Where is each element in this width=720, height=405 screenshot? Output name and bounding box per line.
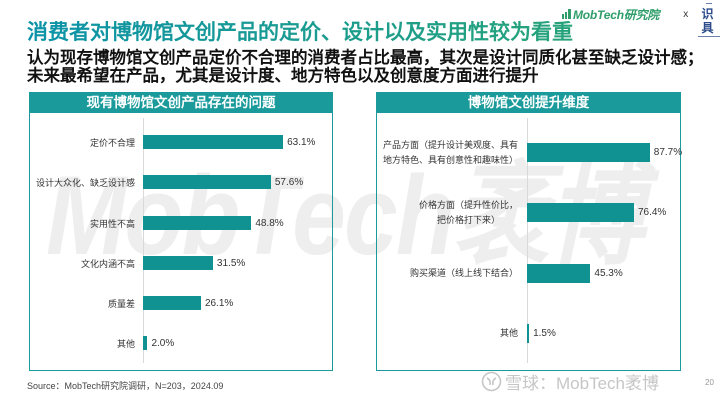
bar-row: 设计大众化、缺乏设计感 57.6%	[31, 175, 303, 189]
bar	[527, 203, 634, 222]
chart-axis-line	[527, 118, 528, 363]
bar-row: 定价不合理 63.1%	[31, 135, 315, 149]
bar	[527, 264, 591, 283]
panel-header: 现有博物馆文创产品存在的问题	[30, 93, 332, 113]
bar-label: 文化内涵不高	[80, 258, 135, 269]
bar-label-line: 价格方面（提升性价比，	[418, 199, 518, 210]
bar-label-line: 产品方面（提升设计美观度、具有	[382, 139, 518, 150]
bar-label: 其他	[116, 338, 135, 349]
bar-label: 设计大众化、缺乏设计感	[35, 177, 135, 188]
bar-row: 价格方面（提升性价比， 把价格打下来） 76.4%	[378, 200, 667, 225]
partner-logo-mark	[706, 3, 712, 4]
bar	[527, 143, 650, 162]
bar	[143, 256, 213, 270]
bar-row: 其他 2.0%	[31, 336, 174, 350]
bar-row: 质量差 26.1%	[31, 296, 233, 310]
bar-value: 1.5%	[533, 328, 556, 339]
bar-label-line: 把价格打下来）	[436, 214, 500, 225]
snowball-logo-icon	[481, 371, 502, 392]
bar-row: 文化内涵不高 31.5%	[31, 256, 245, 270]
bar-label: 质量差	[107, 298, 135, 309]
page-title: 消费者对博物馆文创产品的定价、设计以及实用性较为看重	[27, 21, 573, 44]
bar-label: 实用性不高	[89, 218, 135, 229]
logo-brand: MobTech研究院	[573, 7, 660, 22]
bar-label-line: 其他	[499, 328, 518, 338]
logo-separator: x	[683, 8, 689, 20]
bar	[143, 175, 271, 189]
partner-logo: 识具	[698, 3, 720, 37]
bar-label-line: 购买渠道（线上线下结合）	[409, 268, 518, 278]
problems-panel: 现有博物馆文创产品存在的问题	[29, 92, 333, 371]
bar-value: 76.4%	[637, 207, 667, 218]
bar-value: 57.6%	[274, 176, 304, 188]
chart-axis-line	[143, 118, 144, 363]
page-number: 20	[705, 378, 714, 387]
bar-value: 87.7%	[653, 147, 683, 158]
bar-value: 63.1%	[287, 136, 316, 148]
bar-row: 产品方面（提升设计美观度、具有 地方特色、具有创意性和趣味性） 87.7%	[378, 140, 683, 165]
bar	[143, 336, 148, 350]
bar	[143, 216, 252, 230]
bar-value: 2.0%	[151, 337, 175, 349]
bar	[527, 324, 530, 343]
page-subtitle: 认为现存博物馆文创产品定价不合理的消费者占比最高，其次是设计同质化甚至缺乏设计感…	[27, 49, 704, 85]
bar-value: 31.5%	[216, 257, 246, 269]
subtitle-line: 未来最希望在产品，尤其是设计度、地方特色以及创意度方面进行提升	[27, 66, 539, 85]
improvements-panel: 博物馆文创提升维度	[376, 92, 681, 371]
bar-label-line: 地方特色、具有创意性和趣味性）	[382, 154, 518, 165]
panel-header: 博物馆文创提升维度	[377, 93, 680, 113]
bar-label: 其他	[378, 326, 527, 341]
bar	[143, 296, 201, 310]
bar-label: 定价不合理	[89, 137, 135, 148]
bar-row: 其他 1.5%	[378, 324, 556, 343]
source-note: Source：MobTech研究院调研，N=203，2024.09	[27, 381, 224, 391]
bar-value: 45.3%	[594, 268, 623, 279]
bar-value: 26.1%	[204, 297, 234, 309]
partner-logo-text: 识具	[701, 7, 717, 35]
subtitle-line: 认为现存博物馆文创产品定价不合理的消费者占比最高，其次是设计同质化甚至缺乏设计感…	[27, 49, 704, 67]
bar-label: 购买渠道（线上线下结合）	[378, 266, 527, 281]
bar-value: 48.8%	[255, 217, 284, 229]
logo: MobTech研究院 x 识具	[562, 3, 720, 37]
partner-logo-underline	[698, 36, 720, 37]
bar-row: 购买渠道（线上线下结合） 45.3%	[378, 264, 623, 283]
bar-label: 产品方面（提升设计美观度、具有 地方特色、具有创意性和趣味性）	[378, 138, 527, 168]
bar-label: 价格方面（提升性价比， 把价格打下来）	[378, 198, 527, 228]
mobtech-logo-icon	[562, 9, 571, 19]
footer-watermark-text: 雪球：MobTech袤博	[505, 374, 659, 393]
bar	[143, 135, 284, 149]
footer-watermark: 雪球：MobTech袤博	[481, 369, 659, 394]
bar-row: 实用性不高 48.8%	[31, 216, 284, 230]
